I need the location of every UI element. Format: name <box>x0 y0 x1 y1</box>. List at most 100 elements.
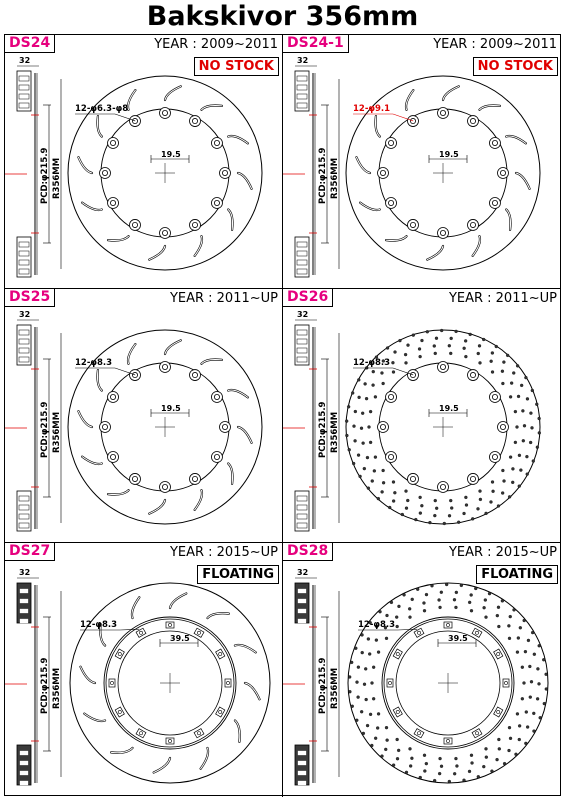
vane <box>297 750 307 756</box>
vane <box>296 75 308 82</box>
drilled-hole <box>432 778 437 783</box>
drilled-hole <box>439 764 444 768</box>
drilled-hole <box>375 624 379 629</box>
drilled-hole <box>464 354 468 359</box>
drilled-hole <box>530 630 535 635</box>
disc-drawing: 32 PCD:φ215.9 R356MM 12-φ6.3-φ8 19.5 <box>5 56 263 278</box>
drilled-hole <box>537 416 541 421</box>
hole-spec-label: 12-φ8.3 <box>358 620 395 630</box>
drilled-hole <box>464 339 468 343</box>
mount-hole <box>469 475 476 482</box>
cooling-slot <box>237 426 253 444</box>
drilled-hole <box>491 489 495 493</box>
cooling-slot <box>107 235 129 242</box>
drilled-hole <box>449 336 453 341</box>
drilled-hole <box>531 459 535 463</box>
drilled-hole <box>490 351 495 355</box>
drilled-hole <box>374 638 379 642</box>
vane <box>18 84 30 91</box>
mount-hole <box>102 423 109 430</box>
cooling-slot <box>148 245 166 261</box>
product-code: DS24-1 <box>283 35 349 53</box>
drilled-hole <box>449 351 453 356</box>
drilled-hole <box>368 620 372 625</box>
drilled-hole <box>455 764 459 768</box>
drilled-hole <box>438 605 442 610</box>
mount-hole <box>491 394 498 401</box>
drilled-hole <box>406 343 410 347</box>
drilled-hole <box>381 381 385 386</box>
drilled-hole <box>420 504 424 508</box>
drilled-hole <box>371 383 375 387</box>
cooling-slot <box>201 358 223 365</box>
drilled-hole <box>502 761 507 766</box>
cooling-slot <box>169 592 187 609</box>
radius-label: R356MM <box>330 412 340 453</box>
offset-label: 19.5 <box>161 404 181 413</box>
drilled-hole <box>400 512 404 517</box>
drilled-hole <box>384 636 389 640</box>
product-code: DS27 <box>5 543 56 561</box>
drilled-hole <box>522 424 527 428</box>
cooling-slot <box>110 747 133 754</box>
cooling-slot <box>227 135 249 144</box>
drilled-hole <box>378 610 382 614</box>
vane <box>19 760 29 766</box>
mount-hole <box>469 118 476 125</box>
drilled-hole <box>370 681 374 685</box>
cooling-slot <box>234 644 257 653</box>
drilled-hole <box>524 741 528 746</box>
vane <box>18 259 30 266</box>
drilled-hole <box>494 344 498 349</box>
drilled-hole <box>524 375 528 380</box>
cooling-slot <box>96 115 103 137</box>
drilled-hole <box>365 723 370 728</box>
drilled-hole <box>368 409 373 414</box>
cooling-slot <box>479 104 501 111</box>
drilled-hole <box>454 590 459 595</box>
drilled-hole <box>542 658 546 662</box>
disc-front-view: 12-φ8.3 19.5 <box>345 328 541 526</box>
drilled-hole <box>528 695 532 699</box>
cooling-slot <box>96 369 103 391</box>
cooling-slot <box>131 596 140 619</box>
vane <box>296 268 308 275</box>
drilled-hole <box>414 517 418 522</box>
drilled-hole <box>368 652 372 656</box>
mount-hole <box>218 652 223 656</box>
cooling-slot <box>374 115 381 137</box>
drilled-hole <box>532 711 536 715</box>
hole-spec-label: 12-φ8.3 <box>353 358 390 368</box>
vane <box>18 338 30 345</box>
drilled-hole <box>520 697 524 701</box>
hole-spec-label: 12-φ8.3 <box>80 620 117 630</box>
drilled-hole <box>391 480 396 484</box>
offset-label: 19.5 <box>161 150 181 159</box>
drilled-hole <box>360 710 364 714</box>
drilled-hole <box>357 395 361 399</box>
pcd-label: PCD:φ215.9 <box>40 657 50 714</box>
mount-hole <box>475 731 479 736</box>
vane <box>18 504 30 511</box>
drilled-hole <box>440 328 444 333</box>
drilled-hole <box>397 748 401 753</box>
mount-hole <box>161 110 168 117</box>
mount-hole <box>139 630 143 635</box>
cooling-slot <box>207 612 230 619</box>
drilled-hole <box>374 355 379 359</box>
drilled-hole <box>544 672 548 676</box>
drilled-hole <box>388 505 392 510</box>
drilled-hole <box>454 329 458 334</box>
width-dimension: 32 <box>19 568 30 577</box>
drilled-hole <box>528 440 533 445</box>
page-title: Bakskivor 356mm <box>146 1 419 32</box>
drilled-hole <box>525 725 530 729</box>
vane <box>19 618 29 624</box>
drilled-hole <box>380 371 384 375</box>
cooling-slot <box>234 720 241 743</box>
mount-hole <box>110 140 117 147</box>
year-range: YEAR : 2015~UP <box>448 545 557 560</box>
cooling-slot <box>83 713 106 722</box>
mount-hole <box>496 710 501 714</box>
drilled-hole <box>345 419 349 423</box>
